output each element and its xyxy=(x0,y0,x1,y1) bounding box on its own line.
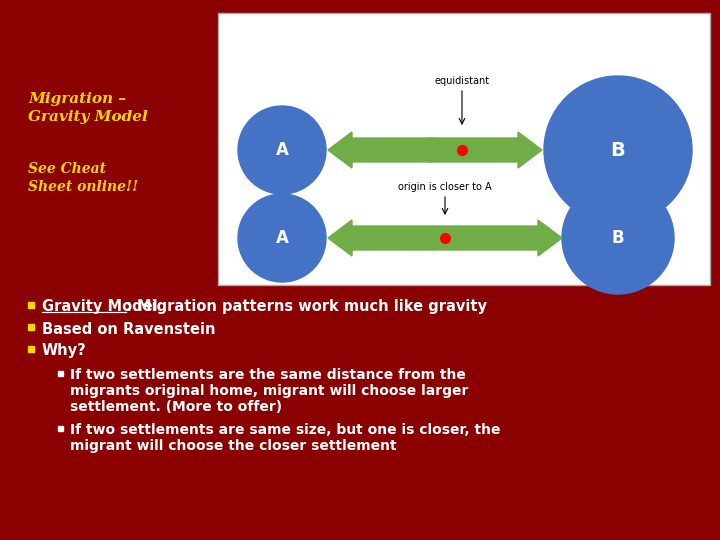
Circle shape xyxy=(544,76,692,224)
Text: Gravity Model: Gravity Model xyxy=(42,300,158,314)
Text: equidistant: equidistant xyxy=(434,76,490,86)
Text: If two settlements are same size, but one is closer, the: If two settlements are same size, but on… xyxy=(70,423,500,437)
Text: origin is closer to A: origin is closer to A xyxy=(398,182,492,192)
FancyBboxPatch shape xyxy=(58,370,63,375)
Circle shape xyxy=(238,106,326,194)
Text: migrant will choose the closer settlement: migrant will choose the closer settlemen… xyxy=(70,439,397,453)
Circle shape xyxy=(562,182,674,294)
Text: Based on Ravenstein: Based on Ravenstein xyxy=(42,321,215,336)
Text: B: B xyxy=(611,140,626,159)
FancyBboxPatch shape xyxy=(218,13,710,285)
FancyBboxPatch shape xyxy=(58,426,63,430)
Text: A: A xyxy=(276,229,289,247)
Text: : Migration patterns work much like gravity: : Migration patterns work much like grav… xyxy=(127,300,487,314)
FancyBboxPatch shape xyxy=(28,346,34,352)
Polygon shape xyxy=(328,220,416,256)
Text: If two settlements are the same distance from the: If two settlements are the same distance… xyxy=(70,368,466,382)
FancyBboxPatch shape xyxy=(28,302,34,308)
Polygon shape xyxy=(416,220,562,256)
Text: A: A xyxy=(276,141,289,159)
Text: migrants original home, migrant will choose larger: migrants original home, migrant will cho… xyxy=(70,384,469,398)
FancyBboxPatch shape xyxy=(28,324,34,330)
Text: B: B xyxy=(612,229,624,247)
Polygon shape xyxy=(328,132,433,168)
Text: settlement. (More to offer): settlement. (More to offer) xyxy=(70,400,282,414)
Text: See Cheat
Sheet online!!: See Cheat Sheet online!! xyxy=(28,162,138,194)
Circle shape xyxy=(238,194,326,282)
Text: Migration –
Gravity Model: Migration – Gravity Model xyxy=(28,92,148,124)
Polygon shape xyxy=(430,132,542,168)
Text: Why?: Why? xyxy=(42,343,86,359)
